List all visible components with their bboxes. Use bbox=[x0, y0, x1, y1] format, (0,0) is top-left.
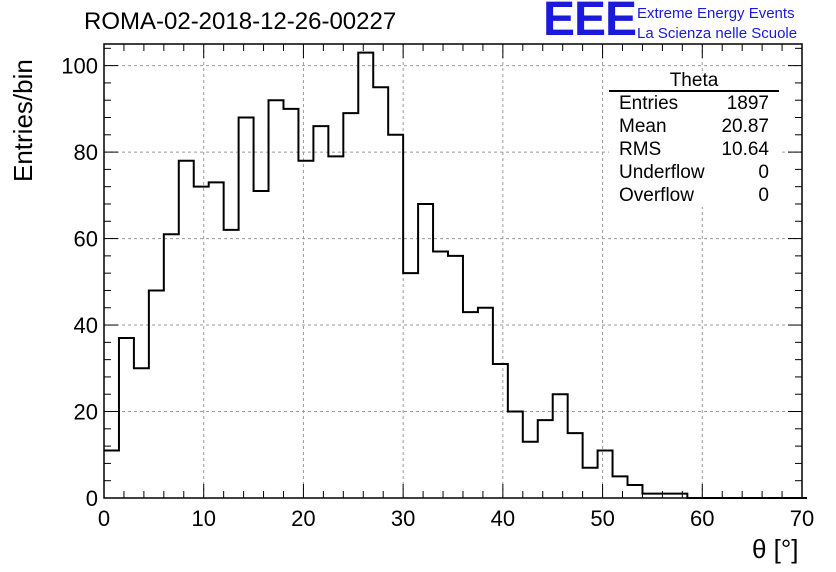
stats-box: Theta Entries 1897 Mean 20.87 RMS 10.64 Und… bbox=[609, 71, 779, 207]
histogram-bin bbox=[269, 100, 284, 498]
y-tick-label: 80 bbox=[74, 140, 98, 165]
stats-label: Overflow bbox=[619, 185, 694, 206]
stats-value: 10.64 bbox=[721, 139, 769, 160]
histogram-bin bbox=[598, 450, 613, 498]
histogram-bin bbox=[239, 118, 254, 498]
stats-title: Theta bbox=[609, 71, 779, 92]
histogram-bin bbox=[313, 126, 328, 498]
histogram-bin bbox=[149, 290, 164, 498]
histogram-bin bbox=[433, 252, 448, 498]
stats-row-overflow: Overflow 0 bbox=[609, 184, 779, 207]
x-tick-label: 70 bbox=[790, 506, 814, 531]
stats-row-rms: RMS 10.64 bbox=[609, 138, 779, 161]
x-tick-label: 10 bbox=[191, 506, 215, 531]
histogram-bin bbox=[134, 368, 149, 498]
histogram-bin bbox=[179, 161, 194, 498]
x-tick-label: 30 bbox=[391, 506, 415, 531]
histogram-bin bbox=[613, 476, 628, 498]
y-tick-label: 60 bbox=[74, 227, 98, 252]
histogram-bin bbox=[553, 394, 568, 498]
stats-row-underflow: Underflow 0 bbox=[609, 161, 779, 184]
stats-value: 0 bbox=[758, 162, 769, 183]
histogram-bin bbox=[283, 109, 298, 498]
stats-label: Underflow bbox=[619, 162, 705, 183]
stats-value: 1897 bbox=[726, 93, 769, 114]
eee-logo: EEE bbox=[543, 0, 637, 46]
x-tick-label: 50 bbox=[590, 506, 614, 531]
histogram-bin bbox=[164, 234, 179, 498]
histogram-bin bbox=[448, 256, 463, 498]
stats-label: Entries bbox=[619, 93, 679, 114]
histogram-bin bbox=[119, 338, 134, 498]
histogram-bin bbox=[224, 230, 239, 498]
histogram-bin bbox=[254, 191, 269, 498]
histogram-bin bbox=[493, 364, 508, 498]
histogram-bin bbox=[209, 182, 224, 498]
stats-label: Mean bbox=[619, 116, 667, 137]
x-axis-label: θ [°] bbox=[752, 534, 799, 564]
histogram-bin bbox=[568, 433, 583, 498]
y-tick-label: 0 bbox=[86, 486, 98, 511]
plot-frame bbox=[103, 43, 803, 499]
y-tick-label: 40 bbox=[74, 313, 98, 338]
x-tick-label: 40 bbox=[491, 506, 515, 531]
histogram-bin bbox=[478, 308, 493, 498]
histogram-bin bbox=[298, 161, 313, 498]
stats-row-mean: Mean 20.87 bbox=[609, 115, 779, 138]
histogram-bin bbox=[508, 412, 523, 498]
chart-title: ROMA-02-2018-12-26-00227 bbox=[84, 8, 397, 35]
histogram-bin bbox=[358, 53, 373, 498]
logo-line-1: Extreme Energy Events bbox=[637, 5, 795, 22]
logo-line-2: La Scienza nelle Scuole bbox=[637, 25, 798, 42]
histogram-bin bbox=[343, 113, 358, 498]
stats-label: RMS bbox=[619, 139, 662, 160]
histogram-bin bbox=[373, 87, 388, 498]
x-tick-label: 20 bbox=[291, 506, 315, 531]
histogram-bin bbox=[194, 187, 209, 498]
histogram-bin bbox=[328, 156, 343, 498]
x-tick-label: 0 bbox=[98, 506, 110, 531]
histogram-bin bbox=[538, 420, 553, 498]
histogram-bin bbox=[388, 135, 403, 498]
stats-value: 20.87 bbox=[721, 116, 769, 137]
histogram-bin bbox=[523, 442, 538, 498]
y-tick-label: 20 bbox=[74, 400, 98, 425]
histogram-bin bbox=[403, 273, 418, 498]
y-tick-label: 100 bbox=[61, 54, 98, 79]
histogram-bin bbox=[104, 450, 119, 498]
histogram-line bbox=[104, 51, 807, 499]
histogram-bin bbox=[583, 468, 598, 498]
stats-row-entries: Entries 1897 bbox=[609, 92, 779, 115]
histogram-bin bbox=[628, 485, 643, 498]
histogram-bin bbox=[463, 312, 478, 498]
histogram-bin bbox=[418, 204, 433, 498]
x-tick-label: 60 bbox=[690, 506, 714, 531]
stats-value: 0 bbox=[758, 185, 769, 206]
logo-text: Extreme Energy Events La Scienza nelle S… bbox=[637, 4, 797, 44]
